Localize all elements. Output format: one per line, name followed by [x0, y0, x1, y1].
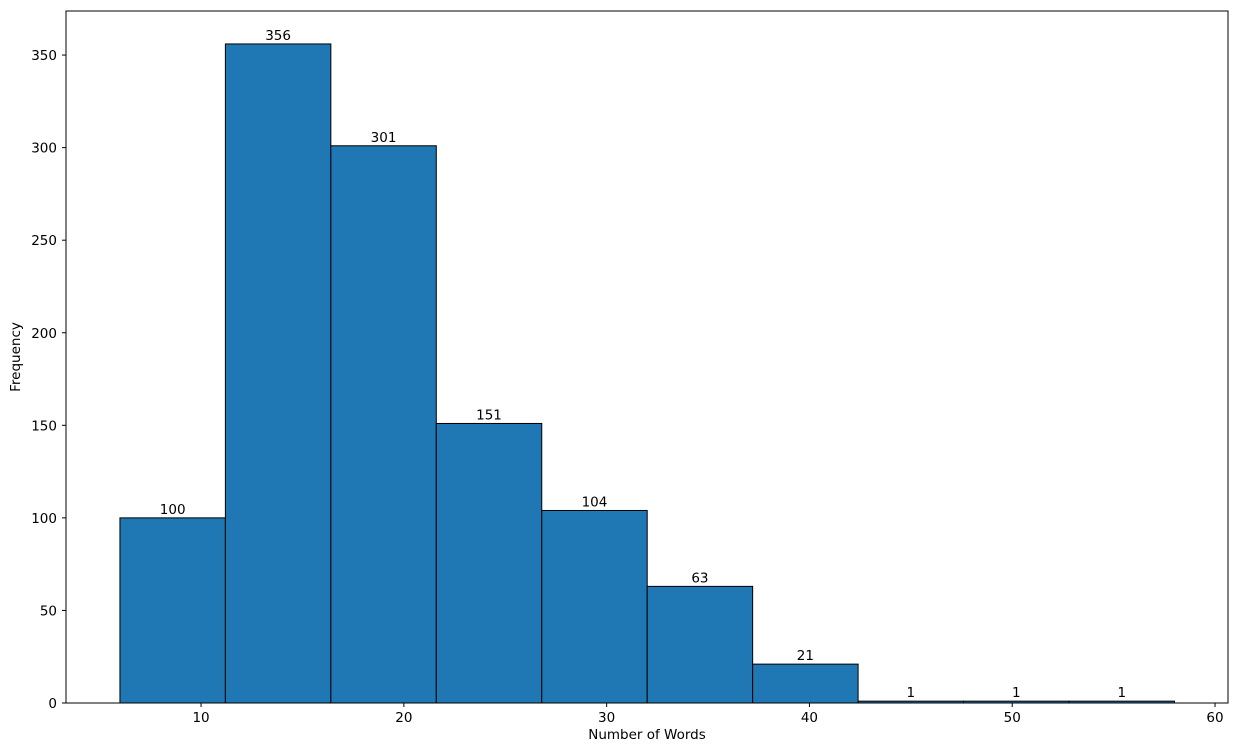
bar-value-label: 63	[691, 570, 708, 586]
histogram-bar	[224, 43, 332, 704]
bar-value-label: 356	[265, 28, 291, 44]
y-tick-label: 300	[31, 141, 57, 157]
y-tick-label: 200	[31, 326, 57, 342]
x-tick-label: 40	[801, 710, 818, 726]
bar-value-label: 100	[160, 502, 186, 518]
bar-value-label: 301	[371, 130, 397, 146]
x-tick-label: 10	[192, 710, 209, 726]
y-tick-label: 0	[48, 696, 57, 712]
histogram-bar	[330, 145, 437, 704]
bar-value-label: 1	[907, 685, 916, 701]
y-tick-label: 150	[31, 418, 57, 434]
y-tick-label: 350	[31, 48, 57, 64]
plot-border	[65, 10, 1229, 704]
y-tick-label: 50	[40, 603, 57, 619]
x-tick-label: 20	[395, 710, 412, 726]
x-tick-label: 60	[1206, 710, 1223, 726]
y-axis-label: Frequency	[8, 322, 24, 392]
bar-value-label: 21	[797, 648, 814, 664]
bar-value-label: 1	[1012, 685, 1021, 701]
histogram-bar	[119, 517, 226, 704]
histogram-bar	[435, 422, 543, 704]
y-tick-label: 250	[31, 233, 57, 249]
x-axis-label: Number of Words	[588, 727, 706, 743]
histogram-bar	[541, 509, 648, 704]
bar-value-label: 151	[476, 407, 502, 423]
x-tick-label: 30	[598, 710, 615, 726]
x-tick-label: 50	[1004, 710, 1021, 726]
bar-value-label: 1	[1117, 685, 1126, 701]
y-tick-label: 100	[31, 511, 57, 527]
histogram-bar	[752, 663, 859, 704]
histogram-bar	[646, 585, 754, 704]
bar-value-label: 104	[582, 494, 608, 510]
